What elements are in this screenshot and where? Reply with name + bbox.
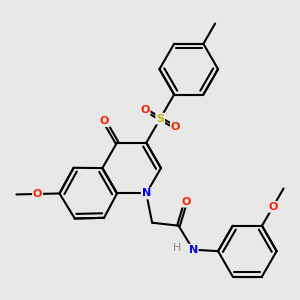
Text: N: N [188,245,198,255]
Text: N: N [142,188,151,198]
Text: O: O [33,189,42,199]
Text: O: O [268,202,278,212]
Text: O: O [171,122,180,132]
Text: O: O [100,116,109,126]
Text: O: O [140,105,150,115]
Text: S: S [156,114,164,124]
Text: O: O [181,196,190,207]
Text: H: H [173,243,181,253]
